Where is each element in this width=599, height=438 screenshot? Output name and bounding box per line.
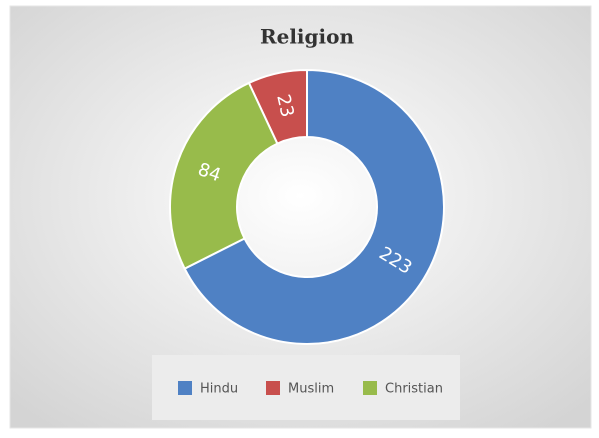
legend-label: Hindu <box>200 382 238 397</box>
legend-swatch <box>266 381 280 395</box>
legend-swatch <box>363 381 377 395</box>
donut-slice <box>183 68 445 345</box>
legend-label: Christian <box>385 382 443 397</box>
chart-title: Religion <box>260 25 354 49</box>
legend-box <box>152 355 460 420</box>
data-label: 23 <box>272 92 297 119</box>
legend-swatch <box>178 381 192 395</box>
donut-slice <box>169 81 279 270</box>
legend-label: Muslim <box>288 382 334 397</box>
